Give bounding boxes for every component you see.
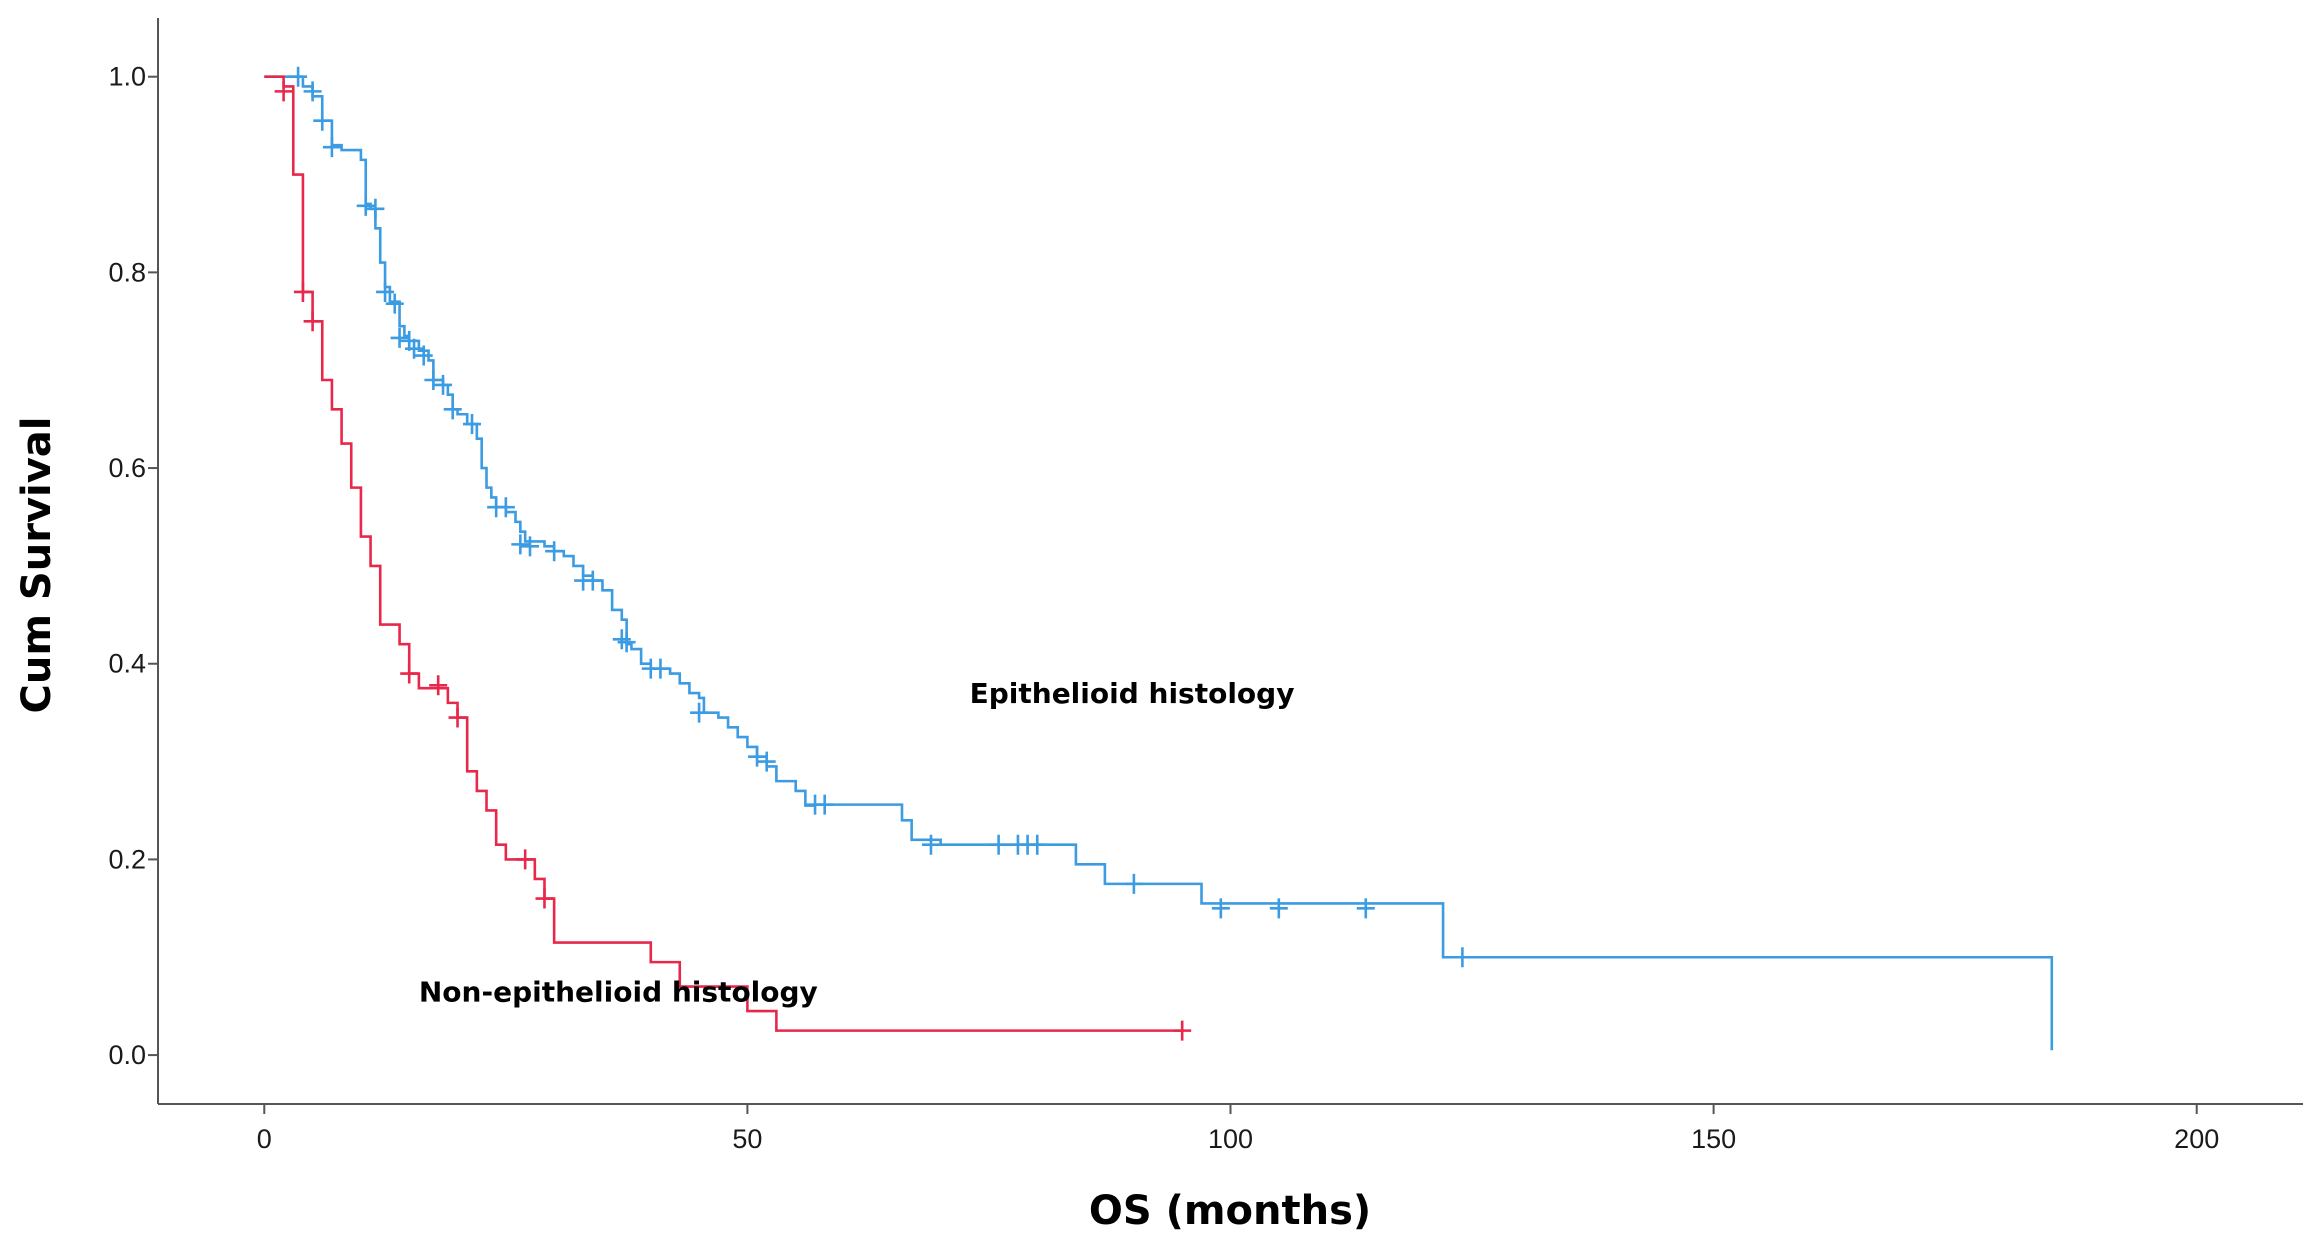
censor-mark — [1269, 898, 1288, 919]
censor-mark — [303, 81, 322, 102]
censor-mark — [617, 632, 636, 653]
censor-mark — [293, 281, 312, 302]
x-tick-label: 0 — [257, 1124, 272, 1154]
censor-mark — [1453, 947, 1472, 968]
censor-mark — [429, 675, 448, 696]
censor-mark — [448, 707, 467, 728]
annotation-non-epithelioid: Non-epithelioid histology — [419, 975, 818, 1008]
censor-mark — [313, 110, 332, 131]
censor-mark — [921, 834, 940, 855]
annotation-epithelioid: Epithelioid histology — [970, 677, 1295, 710]
censor-mark — [520, 536, 539, 557]
censor-mark — [516, 849, 535, 870]
censor-mark — [390, 327, 409, 348]
censor-mark — [815, 794, 834, 815]
censor-mark — [289, 66, 308, 87]
censor-mark — [583, 570, 602, 591]
y-axis-title: Cum Survival — [14, 416, 60, 713]
y-tick-label: 0.8 — [108, 257, 146, 287]
series-labels: Epithelioid histology Non-epithelioid hi… — [419, 677, 1295, 1008]
censor-mark — [376, 281, 395, 302]
censor-mark — [400, 663, 419, 684]
censor-mark — [612, 629, 631, 650]
series-line-epithelioid-histology — [264, 75, 2054, 1051]
censor-mark — [1356, 898, 1375, 919]
series-layer — [264, 66, 2054, 1051]
censor-mark — [385, 293, 404, 314]
y-tick-label: 0.4 — [108, 649, 146, 679]
censor-mark — [274, 81, 293, 102]
censor-mark — [434, 374, 453, 395]
censor-mark — [496, 497, 515, 518]
y-tick-label: 0.0 — [108, 1040, 146, 1070]
censor-mark — [463, 414, 482, 435]
x-ticks: 0 50 100 150 200 — [257, 1104, 2219, 1154]
censor-mark — [1173, 1020, 1192, 1041]
series-line-non-epithelioid-histology — [264, 75, 1183, 1032]
y-ticks: 0.0 0.2 0.4 0.6 0.8 1.0 — [108, 62, 158, 1070]
axes — [157, 18, 2303, 1105]
censor-mark — [748, 746, 767, 767]
x-tick-label: 100 — [1208, 1124, 1253, 1154]
censor-mark — [1124, 873, 1143, 894]
censor-mark — [989, 834, 1008, 855]
censor-mark — [1211, 898, 1230, 919]
y-tick-label: 0.6 — [108, 453, 146, 483]
censor-mark — [303, 311, 322, 332]
censor-mark — [690, 702, 709, 723]
censor-mark — [405, 338, 424, 359]
censor-mark — [535, 888, 554, 909]
censor-mark — [414, 345, 433, 366]
censor-mark — [545, 541, 564, 562]
censor-mark — [757, 751, 776, 772]
censor-mark — [443, 399, 462, 420]
censor-mark — [651, 658, 670, 679]
censor-mark — [322, 137, 341, 158]
x-tick-label: 50 — [732, 1124, 762, 1154]
censor-mark — [366, 198, 385, 219]
censor-mark — [1028, 834, 1047, 855]
censor-mark — [511, 534, 530, 555]
y-tick-label: 0.2 — [108, 844, 146, 874]
x-tick-label: 200 — [2174, 1124, 2219, 1154]
series-epithelioid-histology — [264, 66, 2054, 1051]
y-tick-label: 1.0 — [108, 62, 146, 92]
censor-mark — [424, 370, 443, 390]
x-axis-title: OS (months) — [1089, 1188, 1371, 1234]
series-non-epithelioid-histology — [264, 75, 1192, 1041]
x-tick-label: 150 — [1691, 1124, 1736, 1154]
censor-mark — [356, 195, 375, 216]
